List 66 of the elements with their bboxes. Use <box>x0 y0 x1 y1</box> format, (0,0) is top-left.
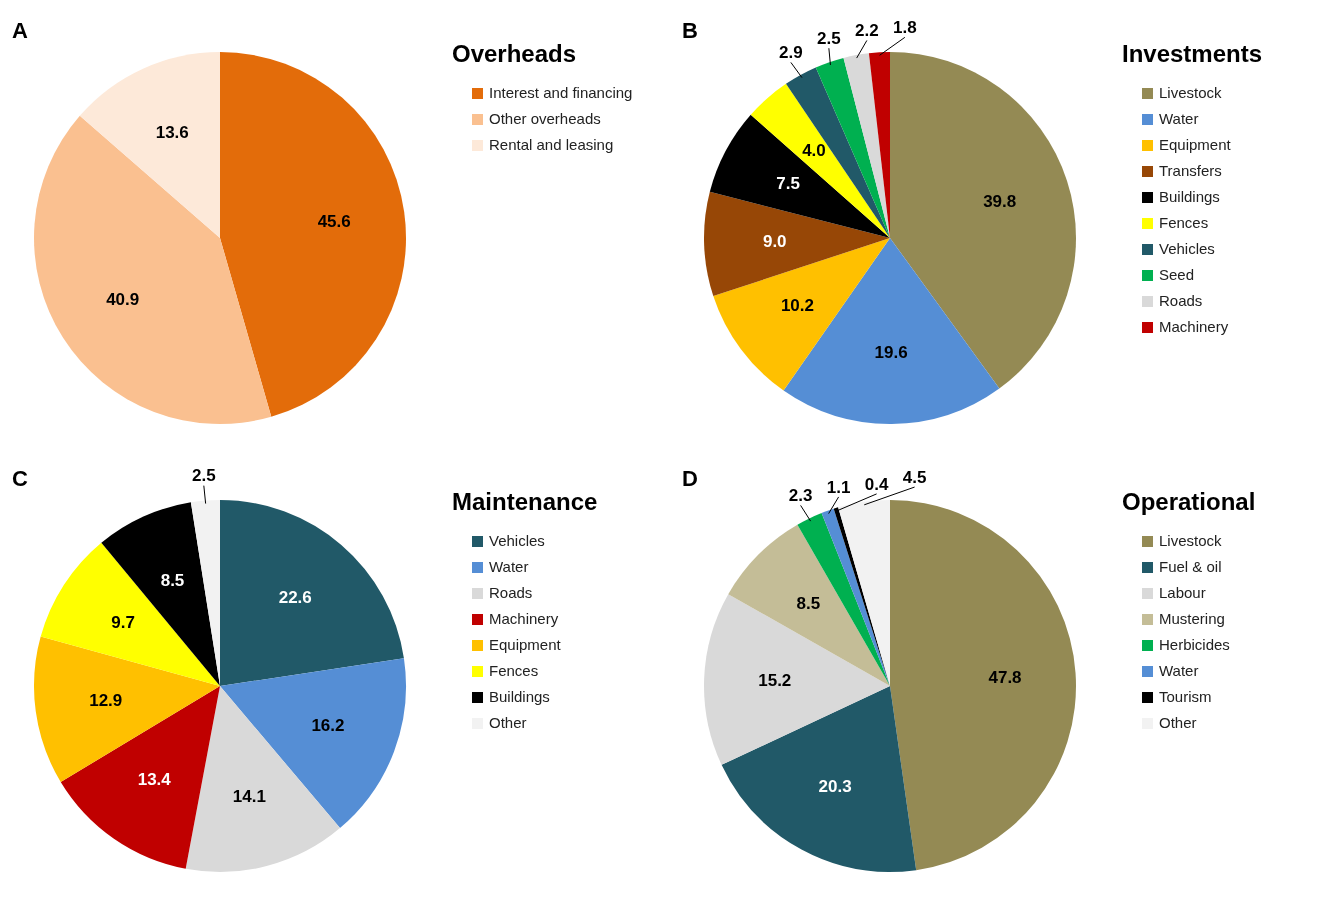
data-label: 8.5 <box>160 570 185 590</box>
data-label: 2.3 <box>788 486 813 506</box>
data-label: 2.2 <box>855 21 879 41</box>
data-label: 7.5 <box>776 173 800 193</box>
chart-title: Overheads <box>452 40 578 68</box>
legend-label: Livestock <box>1159 531 1222 551</box>
legend-label: Buildings <box>489 687 550 707</box>
legend-label: Fences <box>1159 213 1209 233</box>
legend-label: Roads <box>1159 291 1203 311</box>
data-label: 2.5 <box>192 466 216 486</box>
legend-label: Livestock <box>1159 83 1222 103</box>
legend-label: Vehicles <box>489 531 545 551</box>
data-label: 16.2 <box>311 716 345 736</box>
data-label: 22.6 <box>278 588 312 608</box>
data-label: 9.7 <box>111 613 135 633</box>
data-label: 9.0 <box>762 231 787 251</box>
text: D <box>682 466 698 492</box>
data-label: 13.6 <box>155 122 189 142</box>
legend-label: Buildings <box>1159 187 1220 207</box>
data-label: 45.6 <box>317 211 351 231</box>
legend-label: Machinery <box>1159 317 1229 337</box>
legend-label: Other <box>489 713 527 733</box>
data-label: 2.9 <box>779 43 803 63</box>
data-label: 1.1 <box>826 477 851 497</box>
legend-label: Interest and financing <box>489 83 633 103</box>
legend-label: Other <box>1159 713 1197 733</box>
legend-label: Machinery <box>489 609 559 629</box>
data-label: 10.2 <box>780 296 815 316</box>
text: Investments <box>1122 40 1264 68</box>
legend-label: Vehicles <box>1159 239 1215 259</box>
text: A <box>12 18 28 44</box>
data-label: 15.2 <box>758 671 792 691</box>
legend-label: Transfers <box>1159 161 1222 181</box>
legend-label: Other overheads <box>489 109 601 129</box>
data-label: 0.4 <box>864 474 889 494</box>
text: Operational <box>1122 488 1257 516</box>
data-label: 39.8 <box>983 192 1017 212</box>
data-label: 12.9 <box>89 691 123 711</box>
legend-label: Fuel & oil <box>1159 557 1222 577</box>
legend-label: Water <box>1159 661 1199 681</box>
legend-label: Water <box>1159 109 1199 129</box>
data-label: 13.4 <box>137 770 172 790</box>
data-label: 1.8 <box>893 18 917 38</box>
legend-label: Fences <box>489 661 539 681</box>
text: C <box>12 466 28 492</box>
legend-label: Tourism <box>1159 687 1212 707</box>
data-label: 4.5 <box>902 467 927 487</box>
data-label: 40.9 <box>106 289 140 309</box>
data-label: 2.5 <box>817 28 841 48</box>
legend-label: Roads <box>489 583 533 603</box>
legend-label: Rental and leasing <box>489 135 614 155</box>
legend-label: Water <box>489 557 529 577</box>
legend-label: Mustering <box>1159 609 1225 629</box>
data-label: 47.8 <box>988 667 1022 687</box>
legend-label: Seed <box>1159 265 1195 285</box>
data-label: 19.6 <box>874 343 908 362</box>
legend-label: Equipment <box>1159 135 1231 155</box>
data-label: 4.0 <box>802 140 826 160</box>
data-label: 8.5 <box>796 594 821 614</box>
data-label: 14.1 <box>232 787 266 807</box>
legend-label: Herbicides <box>1159 635 1230 655</box>
text: B <box>682 18 698 44</box>
data-label: 20.3 <box>818 777 852 797</box>
legend-label: Labour <box>1159 583 1206 603</box>
text: Maintenance <box>452 488 599 516</box>
legend-label: Equipment <box>489 635 561 655</box>
